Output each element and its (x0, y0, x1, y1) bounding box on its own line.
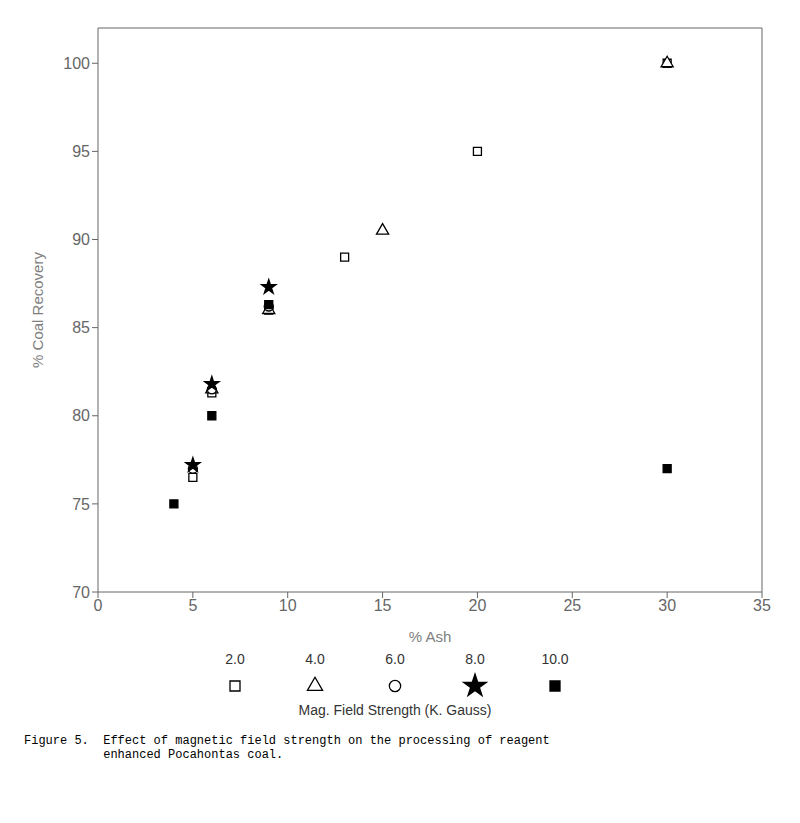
svg-text:35: 35 (753, 597, 771, 614)
svg-text:95: 95 (72, 143, 90, 160)
svg-text:10.0: 10.0 (541, 651, 568, 667)
svg-text:% Coal Recovery: % Coal Recovery (29, 252, 46, 368)
html-text:Mag. Field Strength (K. Gauss): Mag. Field Strength (K. Gauss) (298, 702, 492, 718)
svg-text:0: 0 (94, 597, 103, 614)
html-text:enhanced Pocahontas coal.: enhanced Pocahontas coal. (24, 748, 284, 762)
svg-text:6.0: 6.0 (385, 651, 405, 667)
svg-text:75: 75 (72, 496, 90, 513)
svg-text:8.0: 8.0 (465, 651, 485, 667)
svg-text:15: 15 (374, 597, 392, 614)
svg-text:90: 90 (72, 231, 90, 248)
svg-text:2.0: 2.0 (225, 651, 245, 667)
svg-text:100: 100 (63, 55, 90, 72)
svg-text:80: 80 (72, 407, 90, 424)
svg-text:30: 30 (658, 597, 676, 614)
html-text:Figure 5. Effect of magnetic f: Figure 5. Effect of magnetic field stren… (24, 734, 550, 748)
svg-text:20: 20 (469, 597, 487, 614)
svg-text:70: 70 (72, 584, 90, 601)
svg-text:10: 10 (279, 597, 297, 614)
svg-text:25: 25 (563, 597, 581, 614)
svg-text:5: 5 (188, 597, 197, 614)
svg-text:85: 85 (72, 319, 90, 336)
svg-text:4.0: 4.0 (305, 651, 325, 667)
svg-text:% Ash: % Ash (409, 628, 452, 645)
